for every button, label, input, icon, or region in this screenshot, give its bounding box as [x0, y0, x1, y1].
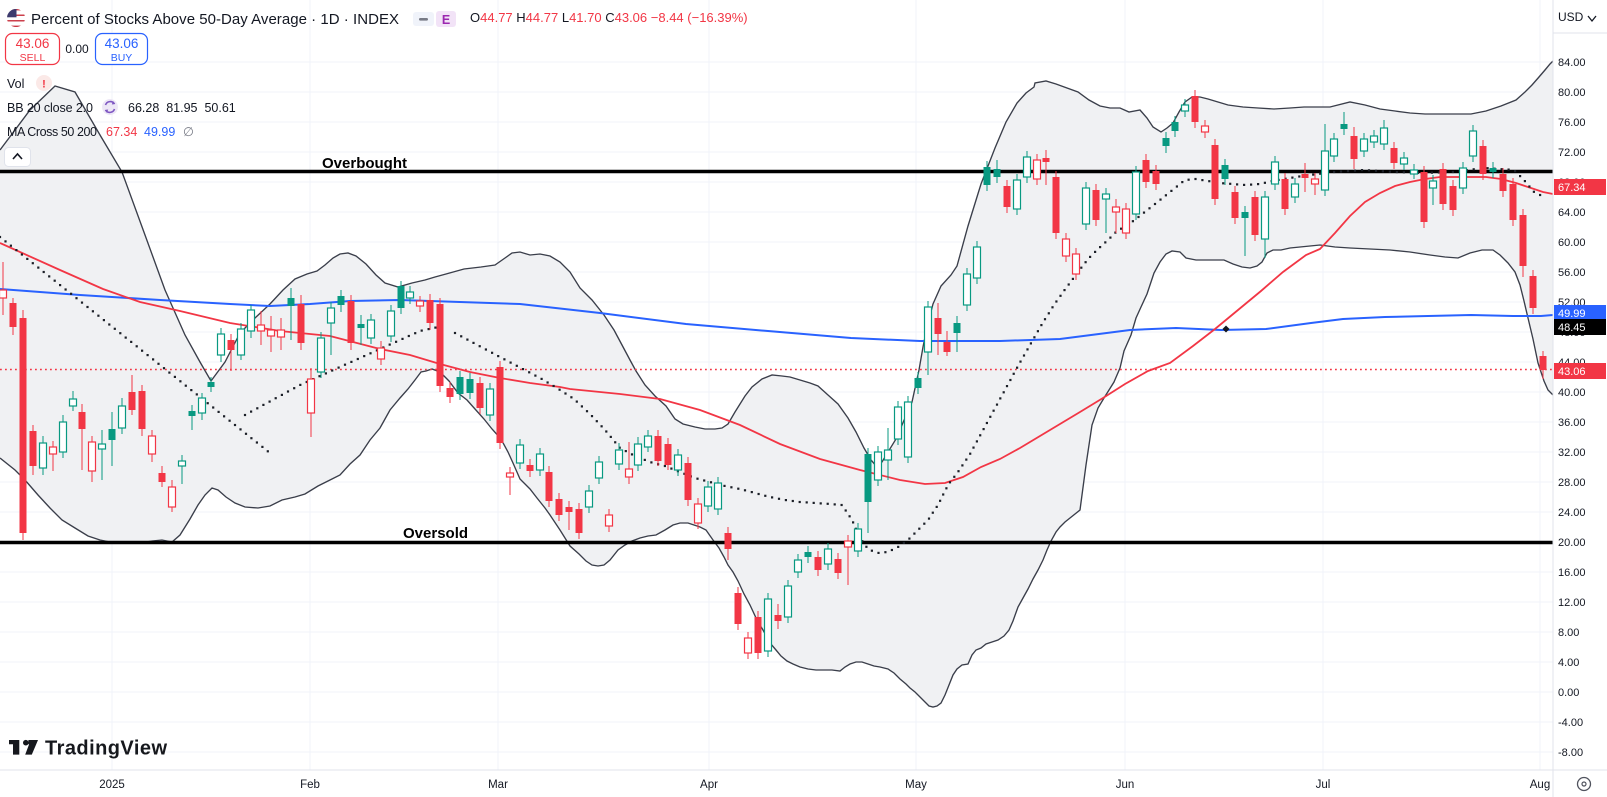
- svg-text:USD: USD: [1558, 10, 1584, 24]
- svg-text:56.00: 56.00: [1558, 267, 1586, 279]
- svg-text:60.00: 60.00: [1558, 237, 1586, 249]
- svg-text:BB 20 close 2.0: BB 20 close 2.0: [7, 101, 93, 115]
- svg-text:43.06: 43.06: [1558, 366, 1586, 378]
- svg-text:67.34: 67.34: [1558, 182, 1586, 194]
- svg-text:Jun: Jun: [1116, 779, 1135, 791]
- svg-text:4.00: 4.00: [1558, 657, 1579, 669]
- svg-text:Oversold: Oversold: [403, 525, 468, 542]
- svg-text:8.00: 8.00: [1558, 627, 1579, 639]
- svg-text:32.00: 32.00: [1558, 447, 1586, 459]
- svg-text:12.00: 12.00: [1558, 597, 1586, 609]
- svg-text:!: !: [42, 79, 46, 91]
- svg-text:E: E: [442, 13, 450, 27]
- svg-text:Percent of Stocks Above 50-Day: Percent of Stocks Above 50-Day Average ·…: [31, 11, 399, 28]
- svg-text:Vol: Vol: [7, 77, 24, 91]
- svg-text:O44.77 H44.77 L41.70 C43.06 −8: O44.77 H44.77 L41.70 C43.06 −8.44 (−16.3…: [470, 10, 748, 25]
- svg-text:Mar: Mar: [488, 779, 508, 791]
- svg-text:67.34: 67.34: [106, 125, 137, 139]
- svg-text:SELL: SELL: [20, 52, 46, 64]
- svg-text:Jul: Jul: [1316, 779, 1331, 791]
- svg-text:Aug: Aug: [1530, 779, 1550, 791]
- svg-text:16.00: 16.00: [1558, 567, 1586, 579]
- svg-text:80.00: 80.00: [1558, 87, 1586, 99]
- svg-text:Feb: Feb: [300, 779, 320, 791]
- svg-text:TradingView: TradingView: [45, 738, 167, 760]
- svg-text:∅: ∅: [183, 125, 194, 139]
- svg-text:BUY: BUY: [111, 52, 133, 64]
- svg-text:40.00: 40.00: [1558, 387, 1586, 399]
- svg-text:36.00: 36.00: [1558, 417, 1586, 429]
- svg-text:84.00: 84.00: [1558, 57, 1586, 69]
- svg-text:0.00: 0.00: [1558, 687, 1579, 699]
- svg-text:72.00: 72.00: [1558, 147, 1586, 159]
- svg-text:0.00: 0.00: [65, 42, 89, 56]
- svg-text:MA Cross 50 200: MA Cross 50 200: [7, 125, 97, 139]
- svg-text:-8.00: -8.00: [1558, 747, 1583, 759]
- svg-text:24.00: 24.00: [1558, 507, 1586, 519]
- svg-text:28.00: 28.00: [1558, 477, 1586, 489]
- svg-text:Apr: Apr: [700, 779, 718, 791]
- svg-text:66.28 81.95 50.61: 66.28 81.95 50.61: [128, 101, 236, 115]
- svg-text:May: May: [905, 779, 927, 791]
- svg-text:20.00: 20.00: [1558, 537, 1586, 549]
- svg-text:49.99: 49.99: [144, 125, 175, 139]
- svg-text:-4.00: -4.00: [1558, 717, 1583, 729]
- svg-text:43.06: 43.06: [16, 36, 50, 51]
- svg-text:Overbought: Overbought: [322, 155, 407, 172]
- svg-text:2025: 2025: [99, 779, 125, 791]
- svg-text:43.06: 43.06: [105, 36, 139, 51]
- svg-text:64.00: 64.00: [1558, 207, 1586, 219]
- svg-text:48.45: 48.45: [1558, 322, 1586, 334]
- svg-text:76.00: 76.00: [1558, 117, 1586, 129]
- svg-text:49.99: 49.99: [1558, 308, 1586, 320]
